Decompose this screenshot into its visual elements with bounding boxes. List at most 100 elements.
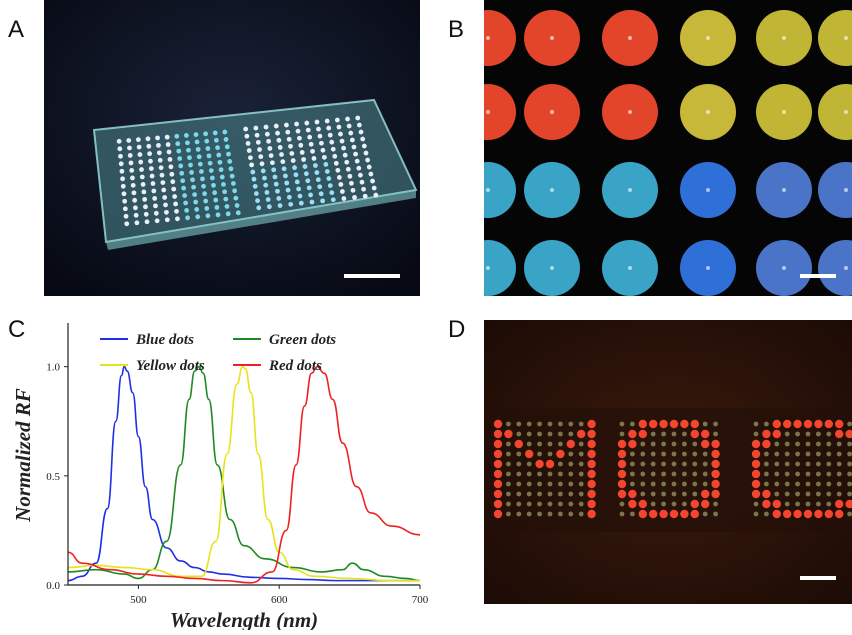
letter-dot-red [711, 449, 720, 459]
micro-dot-center [706, 266, 710, 270]
slide-dot [118, 153, 123, 159]
slide-dot [297, 193, 303, 199]
letter-dot-red [701, 499, 710, 509]
slide-dot [127, 153, 133, 158]
background-dot [753, 431, 759, 437]
background-dot [847, 441, 852, 447]
slide-dot [351, 144, 357, 150]
background-dot [506, 471, 511, 477]
slide-dot [283, 173, 288, 179]
background-dot [784, 481, 790, 487]
slide-dot [310, 148, 315, 154]
background-dot [630, 421, 635, 427]
slide-dot [330, 146, 336, 152]
background-dot [568, 501, 574, 507]
slide-dot [356, 122, 362, 128]
micro-dot-center [706, 188, 710, 192]
letter-dot-red [587, 509, 596, 519]
background-dot [558, 501, 563, 507]
slide-dot [150, 181, 156, 186]
letter-dot-red [587, 459, 596, 469]
slide-dot [224, 204, 230, 209]
background-dot [847, 511, 852, 517]
letter-dot-red [493, 449, 503, 459]
slide-dot [257, 147, 262, 152]
background-dot [558, 471, 563, 477]
background-dot [537, 451, 542, 457]
letter-dot-red [628, 439, 637, 449]
slide-dot [177, 156, 183, 161]
slide-dot [122, 206, 128, 212]
background-dot [558, 431, 563, 437]
background-dot [836, 461, 842, 467]
slide-dot [225, 211, 231, 217]
background-dot [816, 481, 821, 487]
letter-dot-red [493, 469, 503, 479]
background-dot [526, 501, 532, 507]
slide-dot [253, 191, 259, 196]
letter-dot-red [793, 419, 802, 429]
slide-dot [119, 168, 125, 174]
background-dot [774, 461, 780, 467]
background-dot [816, 441, 821, 447]
slide-dot [317, 133, 323, 139]
micro-dot-center [486, 110, 490, 114]
background-dot [630, 481, 635, 487]
micro-dot-center [706, 110, 710, 114]
background-dot [526, 511, 532, 517]
slide-dot [164, 134, 170, 140]
letter-dot-red [493, 509, 503, 519]
slide-dot [160, 180, 166, 185]
background-dot [671, 431, 677, 437]
background-dot [826, 501, 832, 507]
slide-dot [366, 164, 372, 170]
slide-dot [360, 136, 366, 142]
letter-dot-red [493, 429, 503, 439]
slide-dot [139, 174, 145, 180]
slide-dot [228, 166, 234, 172]
slide-dot [189, 170, 194, 175]
background-dot [650, 451, 656, 457]
letter-dot-red [711, 439, 720, 449]
slide-dot [209, 175, 215, 181]
background-dot [795, 451, 800, 457]
slide-dot [130, 182, 136, 188]
slide-dot [324, 169, 330, 174]
micro-dot [484, 10, 516, 66]
slide-dot [183, 133, 189, 138]
background-dot [506, 511, 511, 517]
background-dot [836, 481, 842, 487]
slide-dot [341, 196, 347, 201]
slide-dot [324, 118, 330, 124]
slide-dot [200, 176, 205, 182]
background-dot [847, 421, 852, 427]
background-dot [547, 511, 553, 517]
letter-dot-red [783, 509, 792, 519]
letter-dot-red [680, 419, 689, 429]
background-dot [650, 501, 656, 507]
background-dot [713, 501, 718, 507]
slide-dot [252, 183, 258, 189]
background-dot [578, 421, 584, 427]
background-dot [774, 471, 780, 477]
micro-dot-center [550, 110, 554, 114]
letter-dot-red [617, 469, 627, 479]
slide-dot [166, 149, 172, 155]
panel-label-d: D [448, 316, 466, 343]
slide-dot [338, 131, 343, 137]
slide-dot [204, 206, 210, 211]
background-dot [630, 471, 635, 477]
slide-dot [281, 166, 287, 172]
slide-dot [319, 140, 324, 146]
letter-dot-red [535, 459, 544, 469]
background-dot [702, 421, 708, 427]
slide-dot [354, 158, 360, 164]
background-dot [816, 501, 821, 507]
background-dot [826, 441, 832, 447]
background-dot [516, 451, 522, 457]
y-tick-label: 0.0 [46, 580, 60, 592]
slide-dot [198, 169, 204, 174]
background-dot [568, 421, 574, 427]
slide-dot [289, 151, 295, 156]
micro-dot [818, 84, 852, 140]
